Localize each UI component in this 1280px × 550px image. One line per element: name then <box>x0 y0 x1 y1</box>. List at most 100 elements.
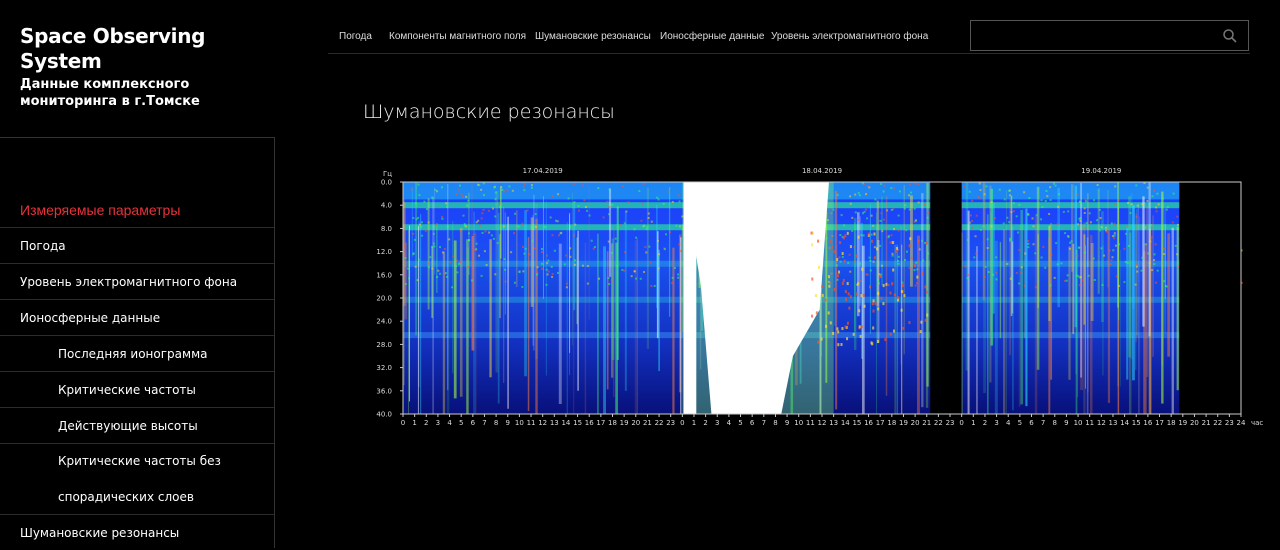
spectrogram-speckle <box>1012 210 1015 213</box>
spectrogram-speckle <box>583 199 586 202</box>
x-tick-label: 7 <box>762 419 766 427</box>
sidebar-item-virtual-heights[interactable]: Действующие высоты <box>0 407 274 443</box>
sidebar-item-critical-frequencies[interactable]: Критические частоты <box>0 371 274 407</box>
spectrogram-speckle <box>1128 244 1131 247</box>
spectrogram-speckle <box>1006 216 1009 219</box>
activity-speckle <box>917 239 920 243</box>
spectrogram-streak <box>1126 226 1129 380</box>
nav-link-em-background[interactable]: Уровень электромагнитного фона <box>771 31 929 42</box>
y-tick-label: 4.0 <box>381 202 392 210</box>
spectrogram-speckle <box>1151 269 1154 272</box>
spectrogram-speckle <box>1129 212 1132 215</box>
spectrogram-speckle <box>872 260 875 263</box>
spectrogram-speckle <box>1070 240 1073 243</box>
sidebar-item-label: Критические частоты без спорадических сл… <box>58 454 221 504</box>
search-icon[interactable] <box>1222 28 1238 44</box>
spectrogram-speckle <box>488 231 491 234</box>
activity-speckle <box>870 341 873 345</box>
spectrogram-speckle <box>1104 226 1107 229</box>
spectrogram-speckle <box>531 226 534 229</box>
activity-speckle <box>900 308 903 312</box>
spectrogram-speckle <box>449 260 452 263</box>
spectrogram-speckle <box>1100 226 1103 229</box>
sidebar-item-weather[interactable]: Погода <box>0 227 274 263</box>
spectrogram-speckle <box>839 234 842 237</box>
spectrogram-streak <box>615 242 618 414</box>
spectrogram-speckle <box>1078 246 1081 249</box>
spectrogram-streak <box>1117 206 1120 414</box>
spectrogram-speckle <box>860 234 863 237</box>
spectrogram-speckle <box>876 279 879 282</box>
spectrogram-speckle <box>1048 213 1051 216</box>
spectrogram-speckle <box>914 284 917 287</box>
activity-speckle <box>896 298 899 302</box>
spectrogram-streak <box>533 194 535 351</box>
nav-link-magnetic-field[interactable]: Компоненты магнитного поля <box>389 31 527 42</box>
spectrogram-speckle <box>998 188 1001 191</box>
spectrogram-speckle <box>985 185 988 188</box>
spectrogram-speckle <box>522 186 525 189</box>
spectrogram-speckle <box>923 203 926 206</box>
spectrogram-speckle <box>457 188 460 191</box>
search-input[interactable] <box>971 21 1227 50</box>
spectrogram-speckle <box>408 277 411 280</box>
spectrogram-speckle <box>978 197 981 200</box>
spectrogram-speckle <box>990 201 993 204</box>
spectrogram-streak <box>1084 245 1086 389</box>
spectrogram-speckle <box>862 234 865 237</box>
spectrogram-speckle <box>592 247 595 250</box>
spectrogram-speckle <box>1027 246 1030 249</box>
y-tick-label: 12.0 <box>376 248 392 256</box>
spectrogram-speckle <box>831 235 834 238</box>
activity-speckle <box>824 298 827 302</box>
sidebar-item-ionosphere[interactable]: Ионосферные данные <box>0 299 274 335</box>
spectrogram-speckle <box>546 262 549 265</box>
nav-link-weather[interactable]: Погода <box>339 31 372 42</box>
spectrogram-streak <box>588 186 590 320</box>
spectrogram-speckle <box>853 260 856 263</box>
spectrogram-speckle <box>524 247 527 250</box>
spectrogram-speckle <box>475 221 478 224</box>
site-title[interactable]: Space Observing System <box>20 24 206 73</box>
spectrogram-streak <box>647 202 648 303</box>
spectrogram-streak <box>524 210 527 377</box>
sidebar-item-em-background[interactable]: Уровень электромагнитного фона <box>0 263 274 299</box>
x-tick-label: 2 <box>983 419 987 427</box>
spectrogram-speckle <box>897 214 900 217</box>
spectrogram-speckle <box>674 267 677 270</box>
activity-speckle <box>811 277 814 281</box>
activity-speckle <box>893 293 896 297</box>
spectrogram-streak <box>994 240 998 414</box>
spectrogram-speckle <box>550 265 553 268</box>
activity-speckle <box>845 325 848 329</box>
nav-link-ionosphere[interactable]: Ионосферные данные <box>660 31 765 42</box>
spectrogram-speckle <box>830 272 833 275</box>
x-tick-label: 7 <box>1041 419 1045 427</box>
spectrogram-speckle <box>540 262 543 265</box>
sidebar-item-last-ionogram[interactable]: Последняя ионограмма <box>0 335 274 371</box>
activity-speckle <box>814 294 817 298</box>
activity-speckle <box>877 291 880 295</box>
spectrogram-speckle <box>431 267 434 270</box>
spectrogram-speckle <box>667 190 670 193</box>
spectrogram-streak <box>1148 182 1151 337</box>
sidebar-item-critical-no-sporadic[interactable]: Критические частоты без спорадических сл… <box>0 443 274 514</box>
activity-speckle <box>882 284 885 288</box>
nav-link-schumann[interactable]: Шумановские резонансы <box>535 31 651 42</box>
activity-speckle <box>892 241 895 245</box>
spectrogram-speckle <box>483 250 486 253</box>
spectrogram-speckle <box>522 270 525 273</box>
spectrogram-speckle <box>565 254 568 257</box>
spectrogram-speckle <box>608 213 611 216</box>
spectrogram-speckle <box>478 254 481 257</box>
spectrogram-speckle <box>477 219 480 222</box>
sidebar-item-schumann[interactable]: Шумановские резонансы <box>0 514 274 550</box>
spectrogram-speckle <box>549 216 552 219</box>
activity-speckle <box>836 258 839 262</box>
spectrogram-speckle <box>487 209 490 212</box>
spectrogram-speckle <box>1152 259 1155 262</box>
x-tick-label: 21 <box>643 419 652 427</box>
x-tick-label: 13 <box>550 419 559 427</box>
spectrogram-speckle <box>1027 239 1030 242</box>
spectrogram-streak <box>606 251 609 390</box>
